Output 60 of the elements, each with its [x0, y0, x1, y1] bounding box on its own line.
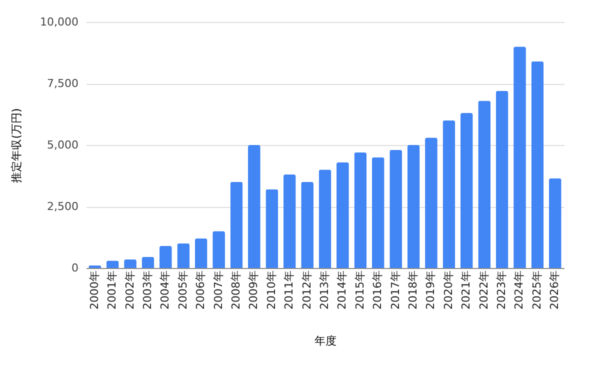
x-axis-title: 年度 [314, 334, 336, 348]
x-tick-label: 2005年 [176, 270, 190, 310]
x-tick-label: 2020年 [442, 270, 455, 310]
x-tick-label: 2017年 [388, 270, 402, 310]
y-axis-title: 推定年収(万円) [10, 108, 24, 183]
bar [266, 189, 278, 268]
x-tick-label: 2007年 [212, 270, 225, 310]
x-tick-label: 2008年 [229, 270, 242, 310]
x-tick-label: 2023年 [495, 270, 508, 310]
bar [159, 246, 172, 268]
bar [177, 243, 190, 268]
x-tick-label: 2010年 [264, 270, 278, 310]
x-tick-label: 2006年 [194, 270, 208, 310]
x-tick-label: 2018年 [406, 270, 420, 310]
bar [354, 152, 367, 268]
x-tick-label: 2011年 [282, 270, 296, 310]
x-tick-label: 2013年 [318, 270, 331, 310]
bar [106, 260, 119, 268]
bar [478, 100, 491, 268]
bar [194, 238, 208, 268]
x-tick-label: 2001年 [106, 270, 119, 310]
bar [142, 256, 154, 268]
bar [372, 157, 384, 268]
y-tick-label: 7,500 [47, 77, 78, 90]
bar [425, 138, 438, 268]
bar [442, 120, 456, 268]
x-tick-label: 2016年 [371, 270, 384, 310]
bar [548, 178, 562, 268]
bar [248, 145, 260, 268]
x-tick-label: 2025年 [530, 270, 544, 310]
x-tick-label: 2026年 [548, 270, 562, 310]
y-tick-label: 0 [72, 262, 78, 274]
x-tick-label: 2000年 [88, 270, 101, 310]
bar [531, 61, 544, 268]
x-tick-label: 2015年 [353, 270, 366, 310]
bar [301, 182, 314, 268]
bar [283, 174, 296, 268]
x-tick-label: 2004年 [158, 270, 172, 310]
bar [318, 170, 332, 268]
x-tick-label: 2003年 [140, 270, 154, 310]
bar [460, 113, 473, 268]
x-tick-label: 2014年 [336, 270, 349, 310]
bar [514, 46, 526, 268]
y-tick-label: 10,000 [40, 16, 78, 28]
x-tick-label: 2021年 [460, 270, 473, 310]
x-tick-label: 2009年 [247, 270, 260, 310]
x-tick-label: 2024年 [512, 270, 526, 310]
y-tick-label: 2,500 [47, 200, 78, 213]
x-tick-label: 2022年 [477, 270, 490, 310]
bar [212, 231, 225, 268]
bar [230, 182, 243, 268]
bar [124, 259, 136, 268]
bar [407, 145, 420, 268]
bar [336, 162, 349, 268]
bar [496, 90, 508, 268]
bar [390, 150, 402, 268]
x-tick-label: 2019年 [424, 270, 438, 310]
x-tick-label: 2002年 [123, 270, 136, 310]
x-tick-label: 2012年 [300, 270, 314, 310]
y-tick-label: 5,000 [47, 138, 78, 152]
